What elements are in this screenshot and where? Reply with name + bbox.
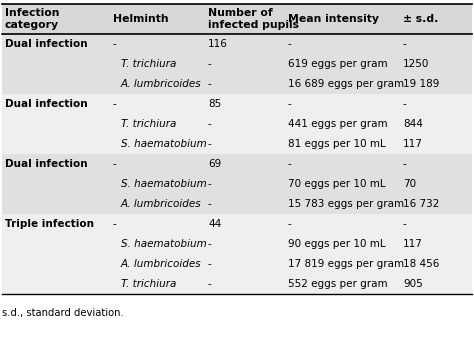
Text: A. lumbricoides: A. lumbricoides xyxy=(121,79,201,89)
Text: Triple infection: Triple infection xyxy=(5,219,94,229)
Text: -: - xyxy=(208,179,212,189)
Text: -: - xyxy=(208,279,212,289)
Text: T. trichiura: T. trichiura xyxy=(121,119,176,129)
Text: ± s.d.: ± s.d. xyxy=(403,14,438,24)
Text: -: - xyxy=(288,39,292,49)
Bar xyxy=(2,214,472,294)
Text: 619 eggs per gram: 619 eggs per gram xyxy=(288,59,388,69)
Text: 117: 117 xyxy=(403,239,423,249)
Text: -: - xyxy=(208,199,212,209)
Text: -: - xyxy=(113,159,117,169)
Text: -: - xyxy=(288,99,292,109)
Text: -: - xyxy=(403,99,407,109)
Text: -: - xyxy=(208,119,212,129)
Text: s.d., standard deviation.: s.d., standard deviation. xyxy=(2,308,124,318)
Text: -: - xyxy=(208,79,212,89)
Text: -: - xyxy=(403,159,407,169)
Text: 116: 116 xyxy=(208,39,228,49)
Text: T. trichiura: T. trichiura xyxy=(121,279,176,289)
Text: A. lumbricoides: A. lumbricoides xyxy=(121,259,201,269)
Bar xyxy=(2,154,472,214)
Bar xyxy=(2,4,472,34)
Text: -: - xyxy=(288,219,292,229)
Text: Helminth: Helminth xyxy=(113,14,169,24)
Text: A. lumbricoides: A. lumbricoides xyxy=(121,199,201,209)
Text: Dual infection: Dual infection xyxy=(5,99,88,109)
Text: 70 eggs per 10 mL: 70 eggs per 10 mL xyxy=(288,179,386,189)
Text: Mean intensity: Mean intensity xyxy=(288,14,379,24)
Text: -: - xyxy=(403,39,407,49)
Bar xyxy=(2,34,472,94)
Text: -: - xyxy=(403,219,407,229)
Text: 844: 844 xyxy=(403,119,423,129)
Text: 441 eggs per gram: 441 eggs per gram xyxy=(288,119,388,129)
Text: 85: 85 xyxy=(208,99,221,109)
Text: 905: 905 xyxy=(403,279,423,289)
Text: -: - xyxy=(208,239,212,249)
Text: 70: 70 xyxy=(403,179,416,189)
Bar xyxy=(2,94,472,154)
Text: -: - xyxy=(208,139,212,149)
Text: -: - xyxy=(208,59,212,69)
Text: Dual infection: Dual infection xyxy=(5,39,88,49)
Text: T. trichiura: T. trichiura xyxy=(121,59,176,69)
Text: 17 819 eggs per gram: 17 819 eggs per gram xyxy=(288,259,404,269)
Text: Dual infection: Dual infection xyxy=(5,159,88,169)
Text: Infection
category: Infection category xyxy=(5,8,60,30)
Text: 16 732: 16 732 xyxy=(403,199,439,209)
Text: 69: 69 xyxy=(208,159,221,169)
Text: Number of
infected pupils: Number of infected pupils xyxy=(208,8,299,30)
Text: S. haematobium: S. haematobium xyxy=(121,179,207,189)
Text: 81 eggs per 10 mL: 81 eggs per 10 mL xyxy=(288,139,386,149)
Text: 552 eggs per gram: 552 eggs per gram xyxy=(288,279,388,289)
Text: 19 189: 19 189 xyxy=(403,79,439,89)
Text: S. haematobium: S. haematobium xyxy=(121,239,207,249)
Text: -: - xyxy=(113,99,117,109)
Text: -: - xyxy=(288,159,292,169)
Text: -: - xyxy=(208,259,212,269)
Text: 1250: 1250 xyxy=(403,59,429,69)
Text: 90 eggs per 10 mL: 90 eggs per 10 mL xyxy=(288,239,386,249)
Text: -: - xyxy=(113,219,117,229)
Text: 16 689 eggs per gram: 16 689 eggs per gram xyxy=(288,79,404,89)
Text: 44: 44 xyxy=(208,219,221,229)
Text: 18 456: 18 456 xyxy=(403,259,439,269)
Text: S. haematobium: S. haematobium xyxy=(121,139,207,149)
Text: 117: 117 xyxy=(403,139,423,149)
Text: -: - xyxy=(113,39,117,49)
Text: 15 783 eggs per gram: 15 783 eggs per gram xyxy=(288,199,404,209)
